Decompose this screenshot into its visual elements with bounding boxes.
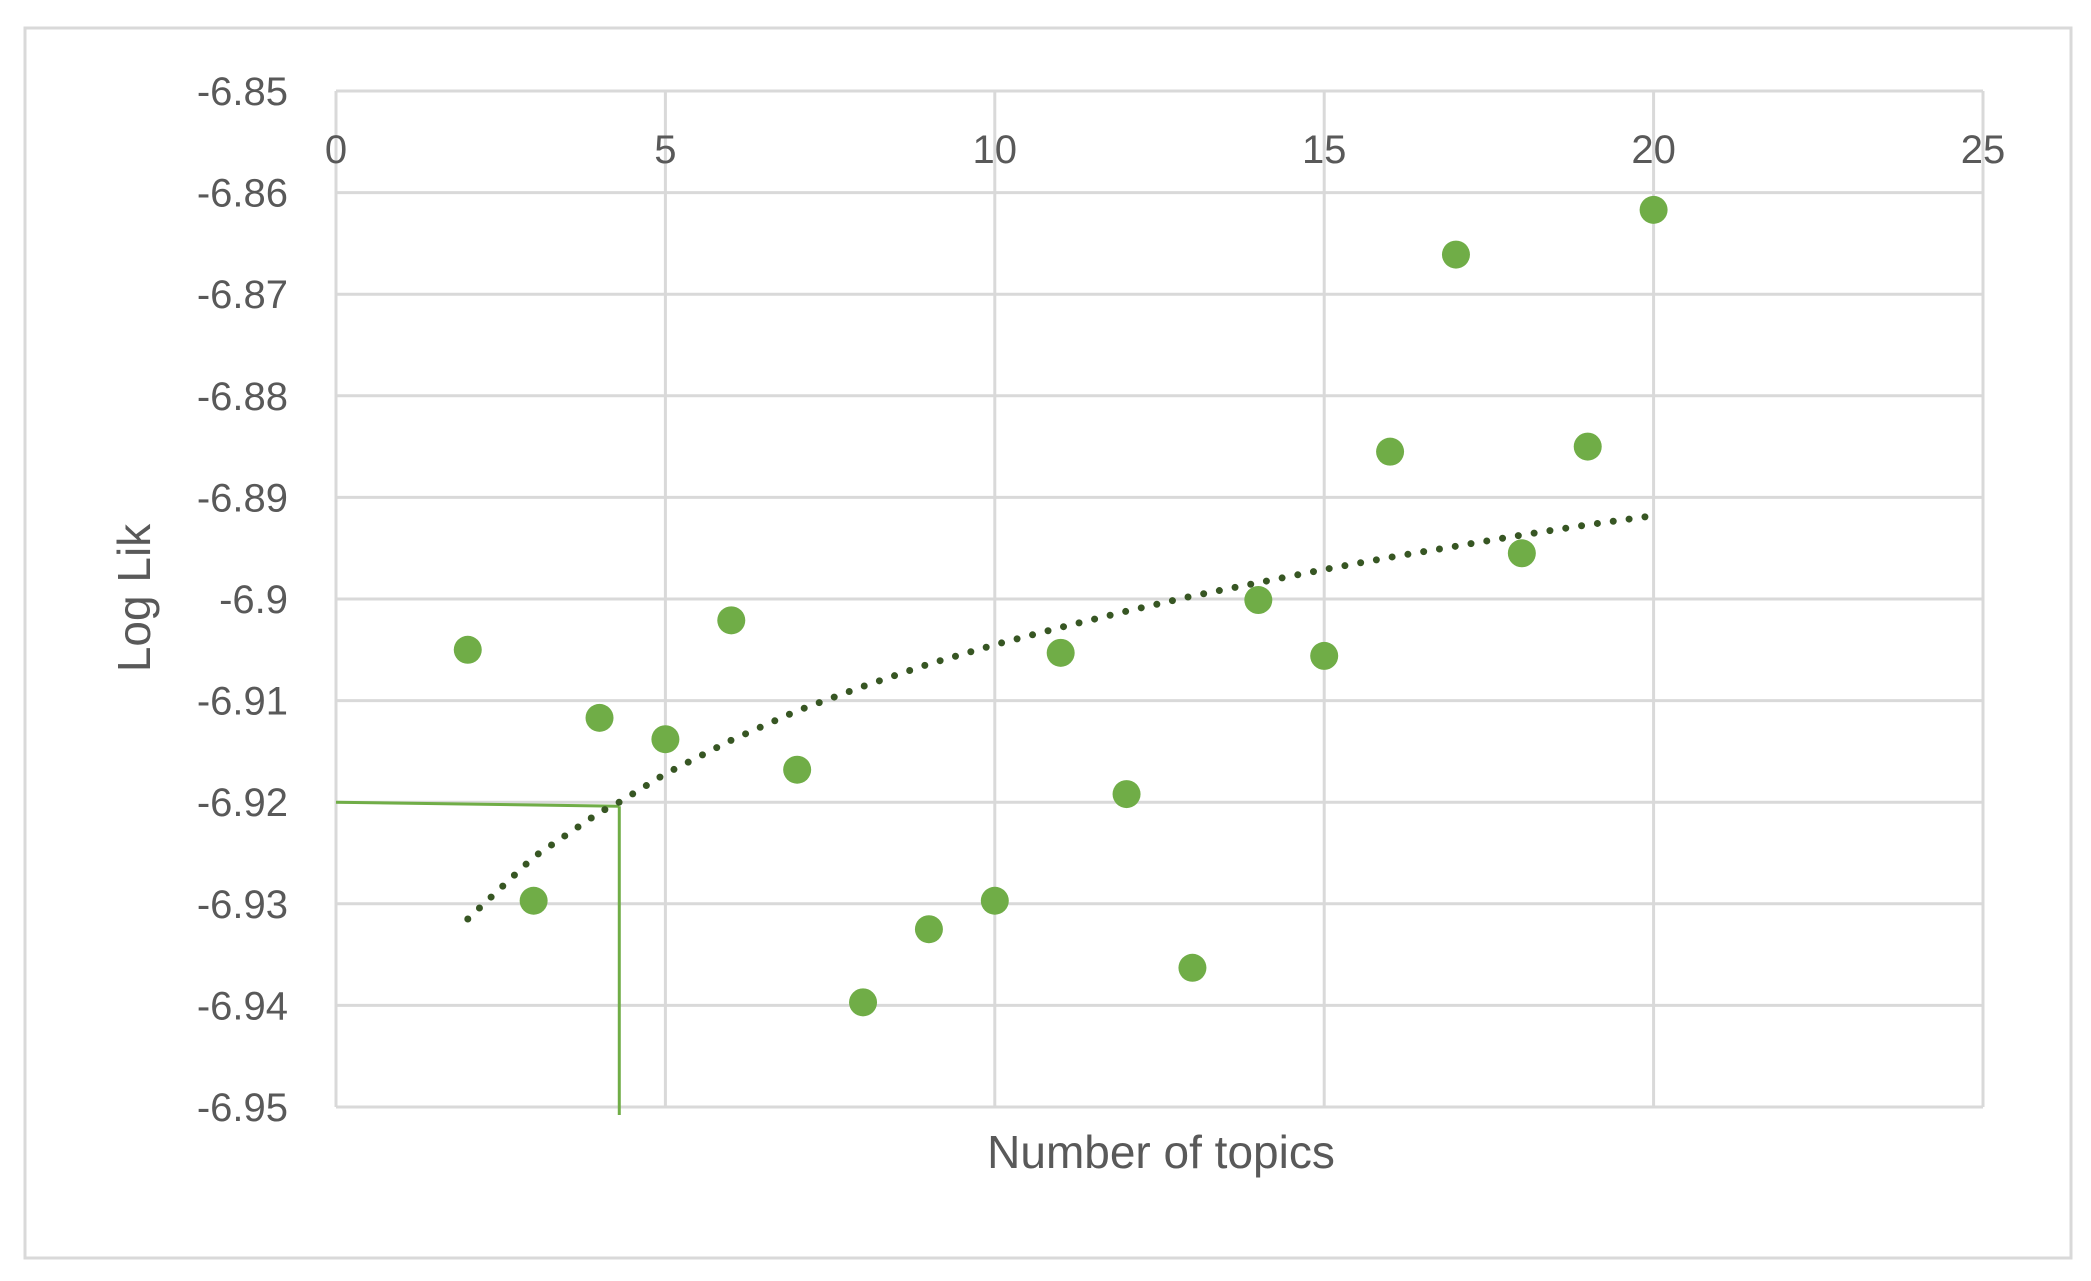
data-point [651, 725, 680, 754]
y-tick-label: -6.88 [197, 375, 288, 419]
data-point [1639, 195, 1668, 224]
x-axis-title: Number of topics [987, 1126, 1335, 1178]
x-tick-label: 15 [1302, 128, 1347, 172]
data-point [1376, 437, 1405, 466]
horizontal-reference-line [335, 800, 620, 808]
x-tick-label: 25 [1961, 128, 2006, 172]
data-point [1046, 638, 1075, 667]
data-point [1441, 240, 1470, 269]
data-point [453, 635, 482, 664]
data-point [914, 915, 943, 944]
x-tick-label: 20 [1631, 128, 1676, 172]
y-tick-label: -6.95 [197, 1086, 288, 1130]
data-point [1244, 586, 1273, 615]
data-point [1112, 780, 1141, 809]
x-tick-label: 5 [654, 128, 676, 172]
x-tick-labels: 0 5 10 15 20 25 [325, 128, 2005, 172]
data-point [519, 886, 548, 915]
data-points [453, 195, 1668, 1017]
y-tick-label: -6.87 [197, 273, 288, 317]
y-tick-label: -6.94 [197, 984, 288, 1028]
y-tick-label: -6.93 [197, 883, 288, 927]
y-axis-title: Log Lik [108, 523, 160, 672]
chart-border [23, 26, 2073, 1260]
data-point [1507, 539, 1536, 568]
y-tick-label: -6.91 [197, 680, 288, 724]
x-tick-label: 10 [973, 128, 1018, 172]
data-point [783, 755, 812, 784]
y-tick-label: -6.86 [197, 172, 288, 216]
x-tick-label: 0 [325, 128, 347, 172]
reference-lines [335, 800, 621, 1115]
y-tick-label: -6.89 [197, 476, 288, 520]
gridlines [334, 89, 1985, 1109]
data-point [1178, 953, 1207, 982]
data-point [849, 988, 878, 1017]
data-point [980, 886, 1009, 915]
data-point [717, 606, 746, 635]
data-point [1310, 641, 1339, 670]
data-point [1573, 432, 1602, 461]
y-tick-label: -6.85 [197, 70, 288, 114]
data-point [585, 703, 614, 732]
y-tick-label: -6.92 [197, 781, 288, 825]
y-tick-label: -6.9 [219, 578, 288, 622]
y-tick-labels: -6.85 -6.86 -6.87 -6.88 -6.89 -6.9 -6.91 -6.92 -… [197, 70, 288, 1130]
